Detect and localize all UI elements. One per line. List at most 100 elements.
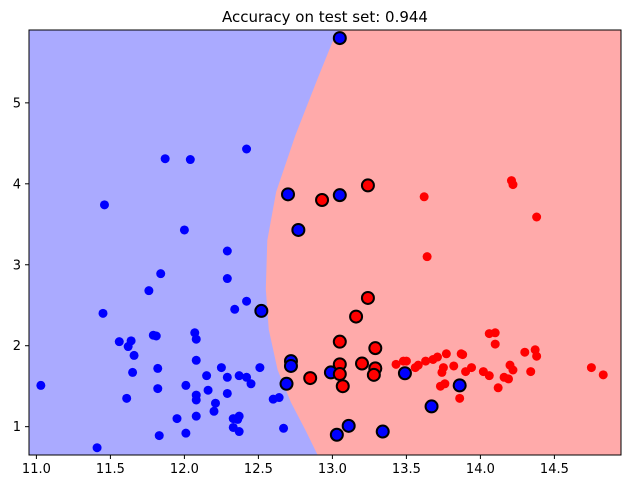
train-point	[401, 356, 411, 366]
train-point	[191, 395, 201, 405]
train-point	[98, 308, 108, 318]
test-point	[424, 399, 439, 414]
train-point	[242, 372, 252, 382]
test-point	[360, 178, 375, 193]
train-point	[99, 200, 109, 210]
train-point	[153, 384, 163, 394]
test-point	[332, 334, 347, 349]
train-point	[467, 363, 477, 373]
train-point	[438, 363, 448, 373]
train-point	[421, 356, 431, 366]
train-point	[246, 379, 256, 389]
train-point	[440, 379, 450, 389]
y-tick-label: 5	[13, 96, 21, 111]
test-point	[360, 290, 375, 305]
test-point	[329, 427, 344, 442]
test-point	[254, 303, 269, 318]
y-tick-label: 2	[13, 339, 21, 354]
x-tick-label: 11.5	[96, 462, 125, 477]
train-point	[36, 380, 46, 390]
test-point	[332, 188, 347, 203]
train-point	[279, 423, 289, 433]
chart-title: Accuracy on test set: 0.944	[222, 8, 428, 26]
train-point	[391, 359, 401, 369]
train-point	[156, 269, 166, 279]
train-point	[508, 365, 518, 375]
train-point	[191, 411, 201, 421]
x-tick-label: 11.0	[22, 462, 51, 477]
train-point	[598, 370, 608, 380]
x-tick-label: 12.0	[170, 462, 199, 477]
x-tick-label: 13.5	[392, 462, 421, 477]
train-point	[144, 286, 154, 296]
x-tick-label: 14.5	[540, 462, 569, 477]
train-point	[490, 339, 500, 349]
x-tick-label: 13.0	[318, 462, 347, 477]
train-point	[172, 414, 182, 424]
train-point	[203, 385, 213, 395]
test-point	[281, 187, 295, 202]
train-point	[151, 331, 161, 341]
train-point	[234, 427, 244, 437]
train-point	[92, 443, 102, 453]
test-points	[254, 31, 467, 442]
test-point	[375, 424, 390, 439]
train-point	[532, 212, 542, 222]
train-point	[202, 371, 212, 381]
train-point	[191, 334, 201, 344]
train-point	[222, 246, 232, 256]
train-point	[185, 155, 195, 165]
y-tick-label: 4	[13, 177, 21, 192]
test-point	[291, 222, 306, 237]
train-point	[210, 398, 220, 408]
train-point	[242, 296, 252, 306]
train-point	[181, 380, 191, 390]
test-point	[341, 418, 356, 433]
train-point	[484, 371, 494, 381]
test-point	[349, 309, 364, 324]
train-point	[455, 393, 465, 403]
train-point	[458, 350, 468, 360]
train-point	[216, 363, 226, 373]
train-point	[242, 144, 252, 154]
test-point	[366, 367, 381, 382]
train-point	[129, 350, 139, 360]
train-point	[209, 406, 219, 416]
y-tick-label: 1	[13, 420, 21, 435]
train-point	[234, 371, 244, 381]
train-point	[504, 374, 514, 384]
train-point	[234, 411, 244, 421]
train-point	[160, 154, 170, 164]
plot-area	[29, 30, 621, 455]
train-point	[422, 252, 432, 262]
train-point	[191, 355, 201, 365]
train-point	[255, 363, 265, 373]
train-point	[114, 337, 124, 347]
train-point	[274, 393, 284, 403]
train-points	[36, 144, 608, 453]
test-point	[368, 341, 383, 356]
test-point	[335, 379, 350, 394]
train-point	[449, 361, 459, 371]
train-point	[222, 274, 232, 284]
train-point	[222, 388, 232, 398]
plot-frame	[28, 29, 622, 456]
train-point	[508, 180, 518, 190]
train-point	[181, 428, 191, 438]
region-class-1	[265, 30, 621, 455]
x-axis: 11.0 11.5 12.0 12.5 13.0 13.5 14.0 14.5	[22, 455, 569, 477]
test-point	[355, 356, 369, 371]
train-point	[490, 328, 500, 338]
test-point	[315, 193, 330, 207]
train-point	[179, 225, 189, 235]
train-point	[493, 383, 503, 393]
train-point	[526, 367, 536, 377]
train-point	[586, 363, 596, 373]
train-point	[432, 352, 442, 362]
test-point	[283, 358, 298, 373]
test-point	[332, 367, 347, 382]
test-point	[332, 31, 347, 46]
x-tick-label: 14.0	[466, 462, 495, 477]
test-point	[397, 366, 412, 381]
